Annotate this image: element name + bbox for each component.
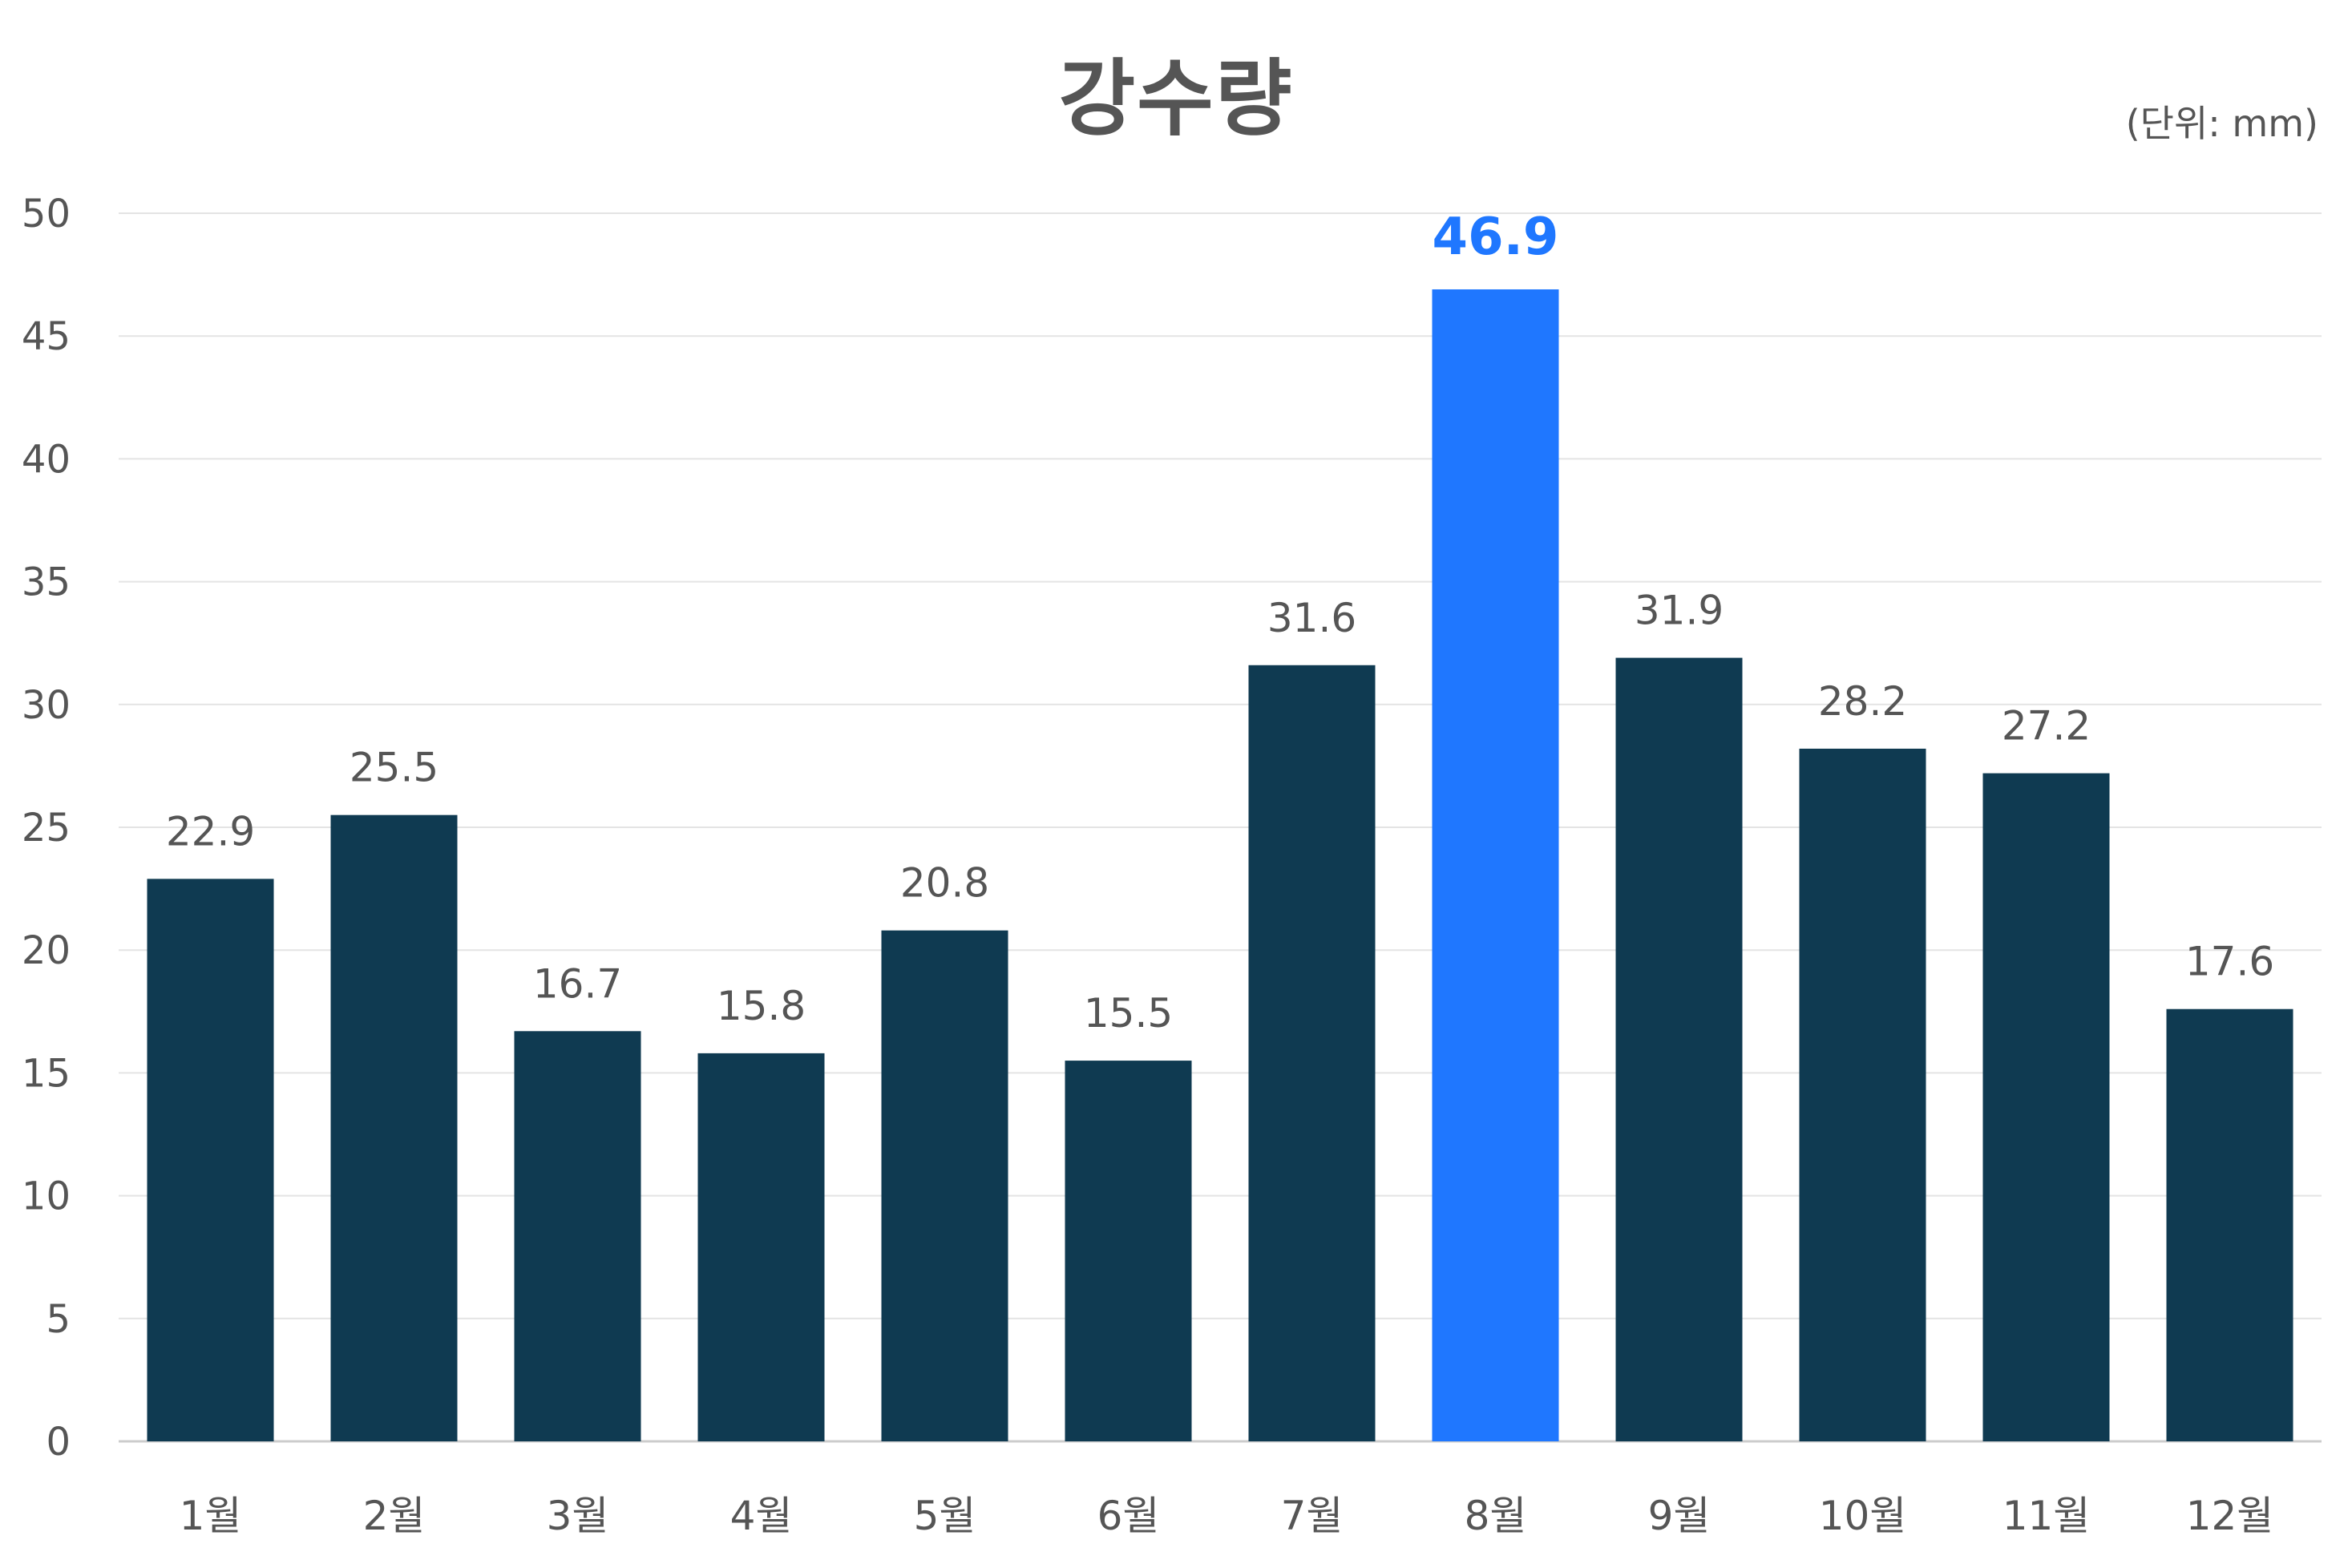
y-tick-label: 15 bbox=[22, 1051, 71, 1096]
bar-value-label: 17.6 bbox=[2185, 939, 2274, 985]
x-tick-label: 8월 bbox=[1465, 1493, 1527, 1539]
y-tick-label: 0 bbox=[46, 1420, 71, 1465]
y-tick-label: 35 bbox=[22, 560, 71, 605]
x-axis-ticks: 1월 2월 3월 4월 5월 6월 7월 8월 9월 10월 11월 12월 bbox=[180, 1493, 2274, 1539]
y-tick-label: 10 bbox=[22, 1174, 71, 1219]
bar-value-label: 25.5 bbox=[350, 745, 438, 791]
y-tick-label: 5 bbox=[46, 1297, 71, 1342]
x-tick-label: 4월 bbox=[730, 1493, 793, 1539]
bar bbox=[697, 1053, 825, 1441]
bar bbox=[1432, 289, 1559, 1441]
x-tick-label: 1월 bbox=[180, 1493, 242, 1539]
y-tick-label: 45 bbox=[22, 314, 71, 359]
bar bbox=[1615, 657, 1743, 1441]
y-tick-label: 20 bbox=[22, 928, 71, 973]
bar-value-label: 16.7 bbox=[533, 960, 622, 1007]
bar bbox=[1248, 665, 1376, 1441]
bars bbox=[147, 289, 2293, 1441]
y-tick-label: 25 bbox=[22, 806, 71, 851]
bar-value-label: 15.5 bbox=[1084, 990, 1173, 1037]
x-tick-label: 7월 bbox=[1281, 1493, 1344, 1539]
bar bbox=[2166, 1008, 2293, 1441]
bar bbox=[1799, 748, 1926, 1441]
y-tick-label: 40 bbox=[22, 437, 71, 482]
chart-title: 강수량 bbox=[1058, 50, 1294, 148]
y-tick-label: 50 bbox=[22, 192, 71, 236]
bar-value-label: 28.2 bbox=[1818, 678, 1907, 725]
bar bbox=[330, 814, 458, 1441]
x-tick-label: 9월 bbox=[1648, 1493, 1711, 1539]
bar bbox=[881, 930, 1008, 1441]
y-axis-ticks: 0 5 10 15 20 25 30 35 40 45 50 bbox=[22, 192, 71, 1465]
bar-value-label: 20.8 bbox=[900, 860, 989, 907]
bar-value-label: 22.9 bbox=[166, 808, 255, 855]
bar-value-label: 15.8 bbox=[717, 983, 806, 1029]
x-tick-label: 11월 bbox=[2002, 1493, 2091, 1539]
unit-label: (단위: mm) bbox=[2125, 102, 2318, 145]
x-tick-label: 12월 bbox=[2186, 1493, 2274, 1539]
bar-value-label: 27.2 bbox=[2002, 703, 2091, 750]
x-tick-label: 3월 bbox=[547, 1493, 609, 1539]
x-tick-label: 5월 bbox=[914, 1493, 976, 1539]
x-tick-label: 2월 bbox=[363, 1493, 426, 1539]
bar bbox=[1065, 1061, 1192, 1441]
bar bbox=[147, 879, 274, 1441]
data-labels: 22.9 25.5 16.7 15.8 20.8 15.5 31.6 46.9 31.9 28.2… bbox=[166, 208, 2274, 1037]
bar bbox=[1982, 773, 2110, 1441]
gridlines bbox=[119, 212, 2322, 1443]
x-tick-label: 6월 bbox=[1097, 1493, 1160, 1539]
y-tick-label: 30 bbox=[22, 683, 71, 728]
bar-value-label: 46.9 bbox=[1433, 208, 1559, 267]
bar-value-label: 31.9 bbox=[1635, 588, 1724, 634]
bar-value-label: 31.6 bbox=[1267, 595, 1356, 641]
x-tick-label: 10월 bbox=[1819, 1493, 1907, 1539]
bar bbox=[514, 1031, 641, 1441]
